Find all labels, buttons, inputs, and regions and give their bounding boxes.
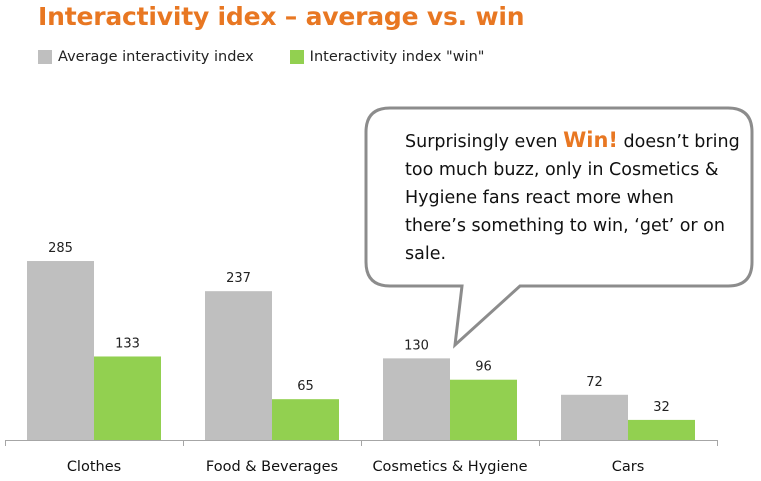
callout-bubble bbox=[364, 106, 754, 349]
data-label: 96 bbox=[475, 360, 492, 375]
legend-label-win: Interactivity index "win" bbox=[309, 49, 485, 65]
x-tick-label: Clothes bbox=[67, 459, 121, 475]
legend-swatch-win bbox=[289, 50, 304, 64]
legend: Average interactivity index Interactivit… bbox=[38, 49, 520, 65]
legend-item-win: Interactivity index "win" bbox=[289, 49, 485, 65]
chart-title: Interactivity idex – average vs. win bbox=[38, 2, 525, 31]
data-label: 72 bbox=[586, 375, 603, 390]
data-label: 32 bbox=[653, 400, 670, 415]
bar-average bbox=[383, 358, 450, 440]
x-tick-label: Food & Beverages bbox=[206, 459, 338, 475]
data-label: 237 bbox=[226, 271, 251, 286]
bar-win bbox=[450, 379, 517, 440]
bars-layer: 285 133 Clothes 237 65 Food & Beverages 130 96 C… bbox=[5, 241, 718, 475]
x-tick-label: Cosmetics & Hygiene bbox=[372, 459, 527, 475]
callout-text: Surprisingly even Win! doesn’t bring too… bbox=[405, 126, 740, 268]
legend-item-average: Average interactivity index bbox=[38, 49, 254, 65]
data-label: 130 bbox=[404, 338, 429, 353]
data-label: 65 bbox=[297, 379, 314, 394]
bar-win bbox=[272, 399, 339, 440]
x-tick-label: Cars bbox=[612, 459, 645, 475]
bar-win bbox=[94, 356, 161, 440]
data-label: 285 bbox=[48, 241, 73, 256]
callout-prefix: Surprisingly even bbox=[405, 132, 564, 152]
bar-average bbox=[205, 291, 272, 440]
legend-label-average: Average interactivity index bbox=[58, 49, 254, 65]
data-label: 133 bbox=[115, 336, 140, 351]
bar-average bbox=[27, 261, 94, 440]
callout-suffix: doesn’t bring too much buzz, only in Cos… bbox=[405, 132, 740, 264]
bar-win bbox=[628, 419, 695, 440]
legend-swatch-average bbox=[38, 50, 52, 64]
callout-highlight: Win! bbox=[563, 128, 618, 152]
bar-average bbox=[561, 394, 628, 440]
